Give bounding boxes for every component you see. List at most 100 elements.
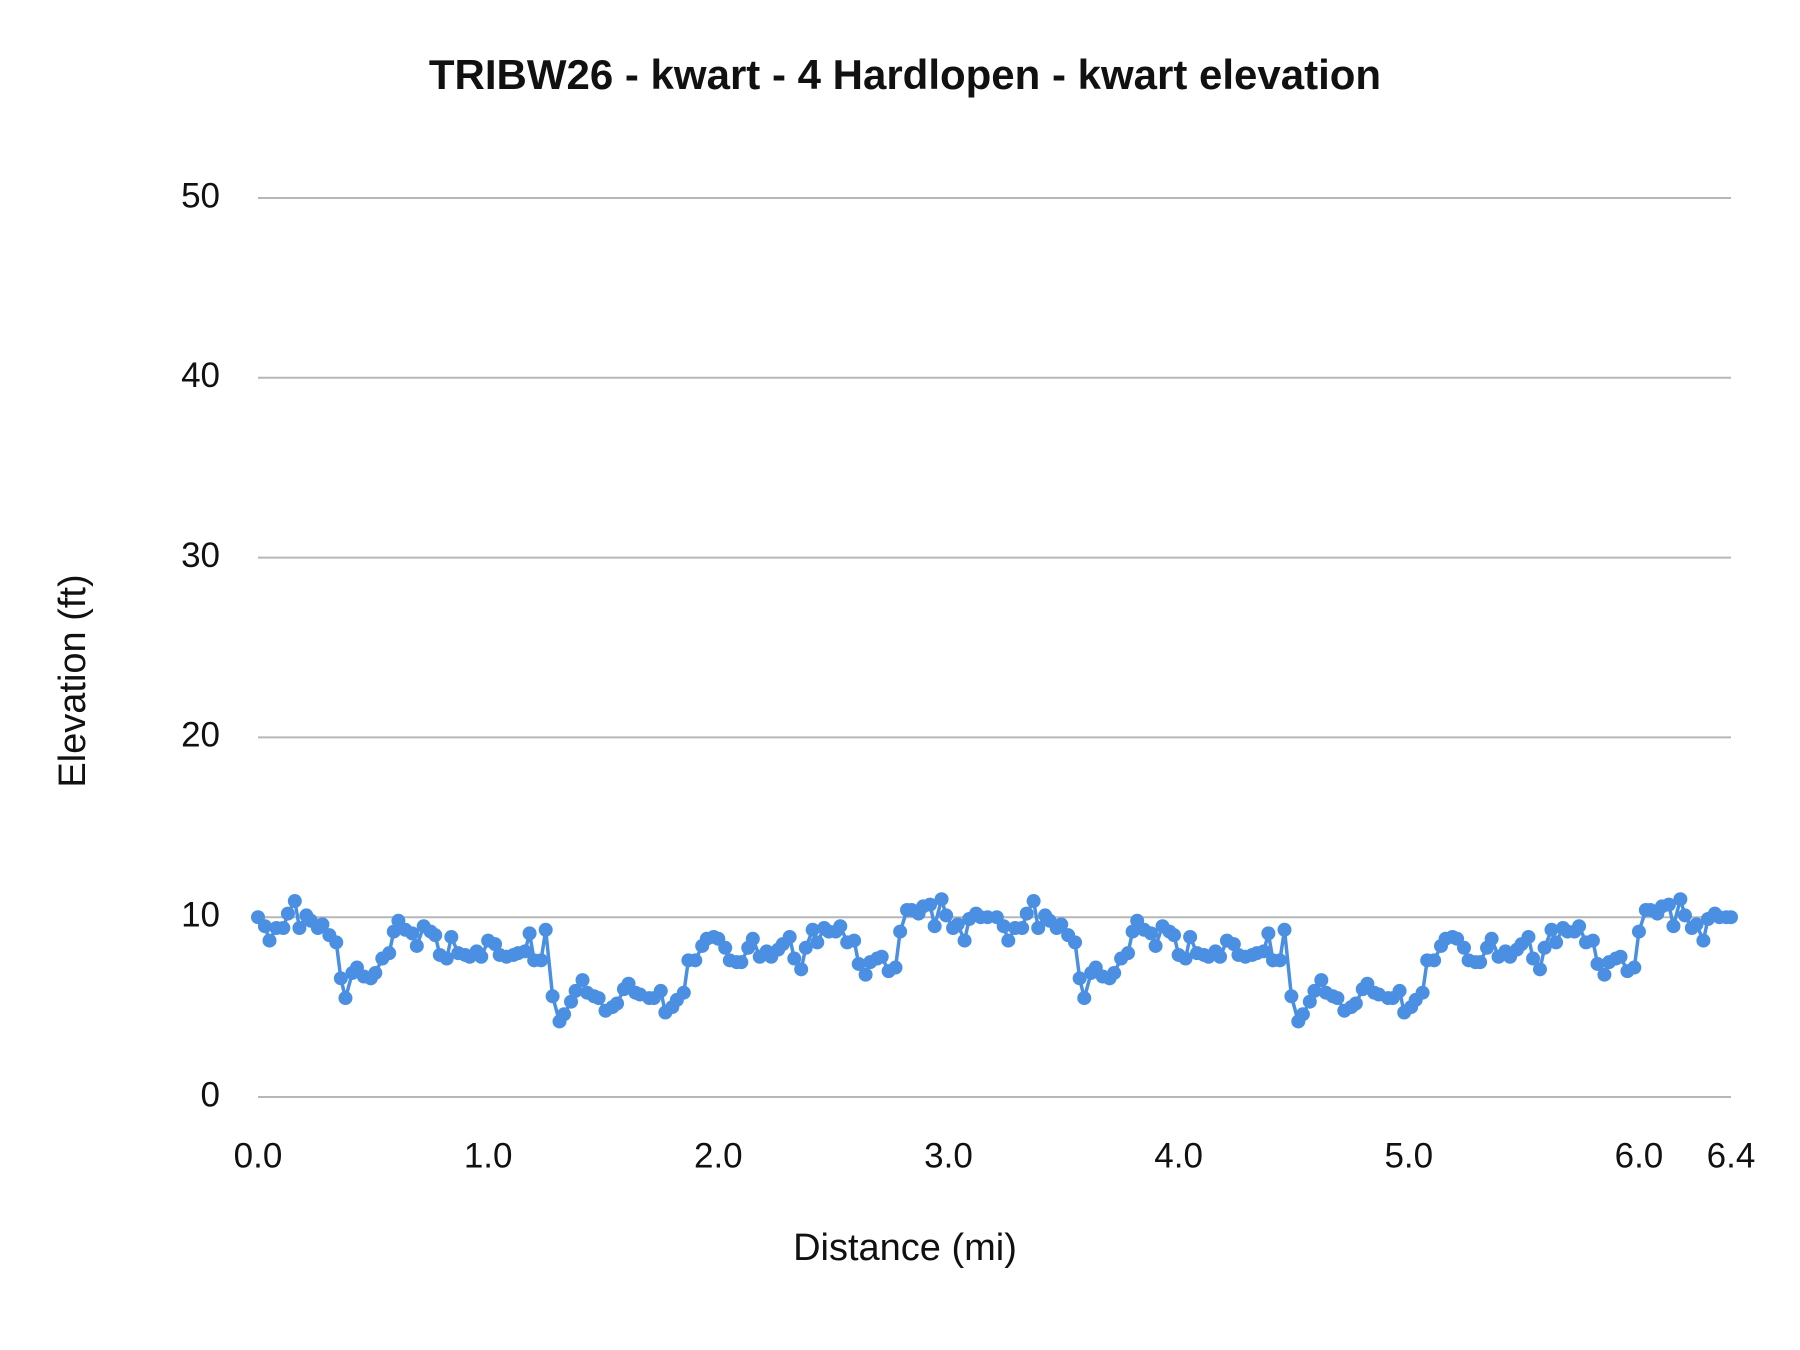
x-tick-label: 5.0 xyxy=(1384,1136,1433,1175)
point xyxy=(591,991,606,1006)
point xyxy=(474,949,489,964)
point xyxy=(428,928,443,943)
point xyxy=(564,994,579,1009)
point xyxy=(927,919,942,934)
point xyxy=(798,940,813,955)
point xyxy=(575,973,590,988)
point xyxy=(1521,929,1536,944)
point xyxy=(794,962,809,977)
point xyxy=(1178,951,1193,966)
point xyxy=(874,949,889,964)
x-axis-label: Distance (mi) xyxy=(793,1227,1017,1269)
point xyxy=(280,906,295,921)
point xyxy=(1484,931,1499,946)
point xyxy=(439,951,454,966)
point xyxy=(1689,917,1704,932)
point xyxy=(1613,949,1628,964)
y-tick-label: 40 xyxy=(181,356,220,395)
point xyxy=(1532,962,1547,977)
point xyxy=(338,991,353,1006)
point xyxy=(262,933,277,948)
point xyxy=(488,937,503,952)
point xyxy=(405,926,420,941)
point xyxy=(923,897,938,912)
point xyxy=(557,1007,572,1022)
point xyxy=(1120,946,1135,961)
point xyxy=(538,922,553,937)
point xyxy=(676,985,691,1000)
y-tick-label: 20 xyxy=(181,716,220,755)
point xyxy=(810,935,825,950)
point xyxy=(805,922,820,937)
point xyxy=(1256,944,1271,959)
point xyxy=(1392,983,1407,998)
point xyxy=(386,924,401,939)
point xyxy=(950,917,965,932)
point xyxy=(1590,956,1605,971)
point xyxy=(1261,926,1276,941)
point xyxy=(1666,919,1681,934)
x-tick-label: 0.0 xyxy=(234,1136,283,1175)
point xyxy=(893,924,908,939)
point xyxy=(534,953,549,968)
point xyxy=(1302,994,1317,1009)
point xyxy=(1077,991,1092,1006)
point xyxy=(545,989,560,1004)
point xyxy=(292,920,307,935)
x-tick-label: 4.0 xyxy=(1154,1136,1203,1175)
point xyxy=(1125,924,1140,939)
point xyxy=(718,940,733,955)
point xyxy=(1015,920,1030,935)
point xyxy=(1572,919,1587,934)
x-tick-label: 6.0 xyxy=(1615,1136,1664,1175)
y-tick-label: 10 xyxy=(181,895,220,934)
point xyxy=(257,919,272,934)
point xyxy=(1144,926,1159,941)
point xyxy=(568,983,583,998)
point xyxy=(653,983,668,998)
point xyxy=(1597,967,1612,982)
chart-title: TRIBW26 - kwart - 4 Hardlopen - kwart el… xyxy=(429,51,1381,98)
point xyxy=(409,938,424,953)
y-axis-label: Elevation (ft) xyxy=(52,574,94,787)
point xyxy=(1277,922,1292,937)
point xyxy=(1544,922,1559,937)
point xyxy=(610,996,625,1011)
point xyxy=(688,953,703,968)
point xyxy=(934,892,949,907)
y-tick-label: 30 xyxy=(181,536,220,575)
point xyxy=(333,971,348,986)
point xyxy=(1585,933,1600,948)
y-tick-label: 0 xyxy=(201,1075,220,1114)
point xyxy=(1549,935,1564,950)
point xyxy=(315,917,330,932)
point xyxy=(787,951,802,966)
point xyxy=(1295,1007,1310,1022)
point xyxy=(957,933,972,948)
point xyxy=(1284,989,1299,1004)
x-tick-label: 2.0 xyxy=(694,1136,743,1175)
point xyxy=(1026,894,1041,909)
point xyxy=(1348,996,1363,1011)
point xyxy=(1001,933,1016,948)
point xyxy=(1107,965,1122,980)
point xyxy=(276,920,291,935)
point xyxy=(1537,940,1552,955)
point xyxy=(734,955,749,970)
point xyxy=(1068,935,1083,950)
point xyxy=(1330,991,1345,1006)
point xyxy=(939,908,954,923)
point xyxy=(329,935,344,950)
point xyxy=(1054,917,1069,932)
point xyxy=(1148,938,1163,953)
point xyxy=(858,967,873,982)
point xyxy=(517,944,532,959)
point xyxy=(1183,929,1198,944)
point xyxy=(745,931,760,946)
point xyxy=(1427,953,1442,968)
y-tick-label: 50 xyxy=(181,176,220,215)
point xyxy=(444,929,459,944)
point xyxy=(382,946,397,961)
